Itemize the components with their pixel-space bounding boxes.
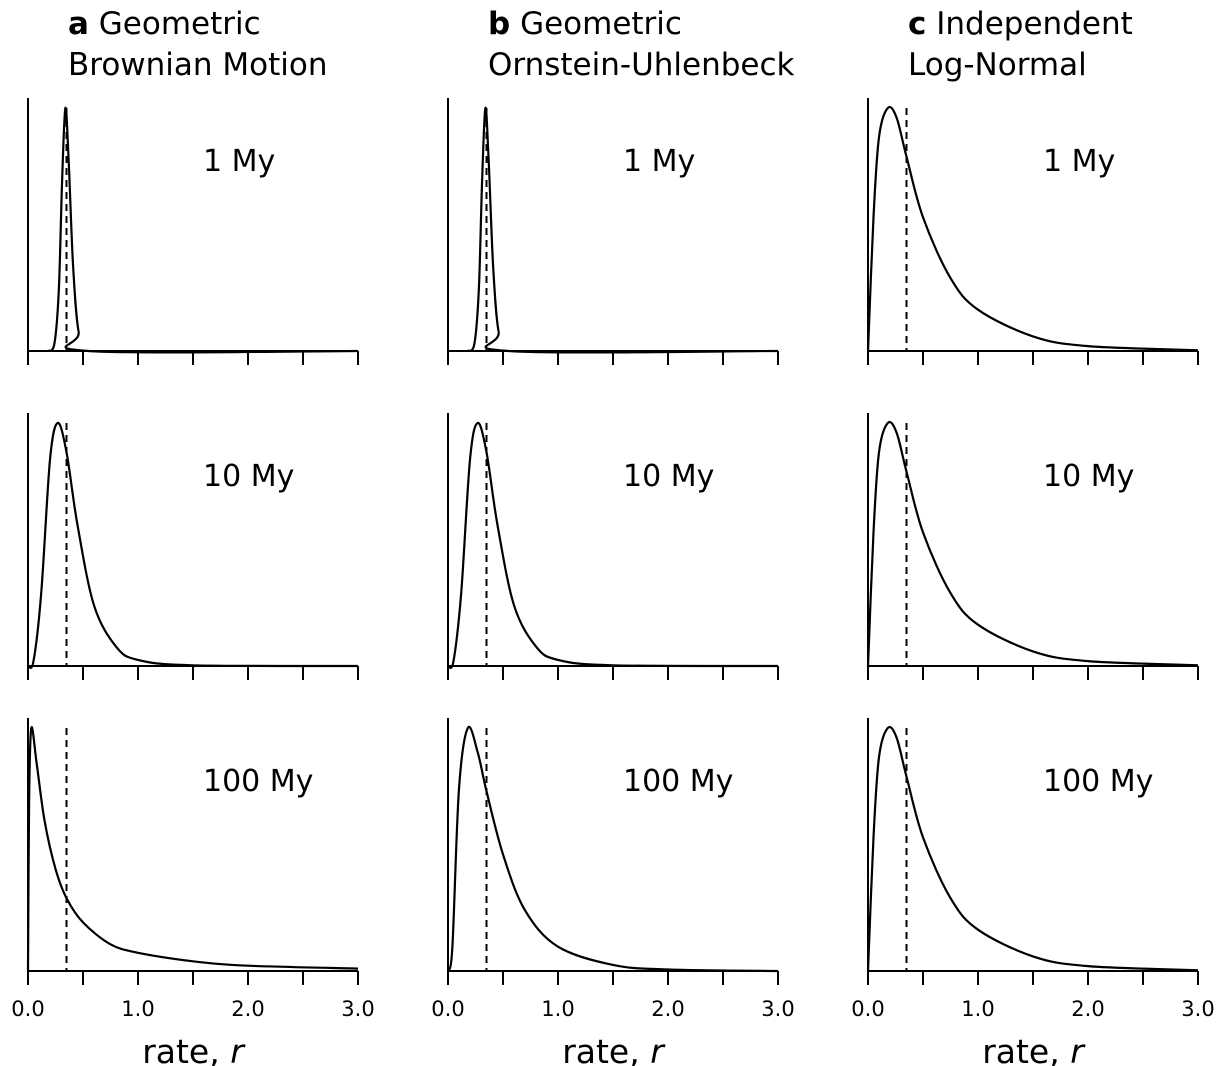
column-letter: c — [908, 6, 927, 42]
x-tick-label: 1.0 — [541, 997, 574, 1021]
x-tick-label: 0.0 — [11, 997, 44, 1021]
density-curve — [446, 421, 779, 669]
density-curve — [446, 725, 779, 973]
column-letter: b — [488, 6, 511, 42]
column-title-line1: Geometric — [98, 6, 261, 42]
x-axis-label-variable: r — [1070, 1032, 1086, 1066]
x-axis-label-text: rate, — [562, 1032, 650, 1066]
column-title-line1: Geometric — [520, 6, 682, 42]
x-axis-label-variable: r — [650, 1032, 666, 1066]
panel-time-label: 100 My — [203, 764, 313, 799]
column-title-b: b Geometric Ornstein-Uhlenbeck — [488, 4, 795, 86]
density-curve — [866, 725, 1199, 972]
column-title-c: c Independent Log-Normal — [908, 4, 1133, 86]
column-title-a: a Geometric Brownian Motion — [68, 4, 328, 86]
column-title-line2: Brownian Motion — [68, 47, 328, 83]
density-curve — [46, 106, 359, 354]
x-axis-label-text: rate, — [142, 1032, 230, 1066]
panel-time-label: 10 My — [203, 459, 294, 494]
panel-time-label: 10 My — [1043, 459, 1134, 494]
x-tick-label: 2.0 — [651, 997, 684, 1021]
x-axis-label: rate, r — [562, 1032, 666, 1066]
density-curve — [26, 726, 359, 972]
x-axis-label-variable: r — [230, 1032, 246, 1066]
x-axis-label: rate, r — [142, 1032, 246, 1066]
column-title-line2: Log-Normal — [908, 47, 1087, 83]
panel-time-label: 1 My — [1043, 144, 1115, 179]
panel-time-label: 1 My — [203, 144, 275, 179]
x-axis-label: rate, r — [982, 1032, 1086, 1066]
x-tick-label: 1.0 — [121, 997, 154, 1021]
x-tick-label: 0.0 — [431, 997, 464, 1021]
panel-time-label: 100 My — [623, 764, 733, 799]
x-tick-label: 0.0 — [851, 997, 884, 1021]
column-letter: a — [68, 6, 89, 42]
x-tick-label: 3.0 — [1181, 997, 1214, 1021]
column-title-line2: Ornstein-Uhlenbeck — [488, 47, 795, 83]
x-axis-label-text: rate, — [982, 1032, 1070, 1066]
density-curve — [26, 421, 359, 669]
x-tick-label: 3.0 — [341, 997, 374, 1021]
x-tick-label: 2.0 — [231, 997, 264, 1021]
panel-time-label: 1 My — [623, 144, 695, 179]
density-curve — [866, 420, 1199, 667]
panel-time-label: 10 My — [623, 459, 714, 494]
density-curve — [866, 105, 1199, 352]
x-tick-label: 3.0 — [761, 997, 794, 1021]
x-tick-label: 1.0 — [961, 997, 994, 1021]
density-curve — [466, 106, 779, 354]
column-title-line1: Independent — [936, 6, 1133, 42]
panel-time-label: 100 My — [1043, 764, 1153, 799]
x-tick-label: 2.0 — [1071, 997, 1104, 1021]
